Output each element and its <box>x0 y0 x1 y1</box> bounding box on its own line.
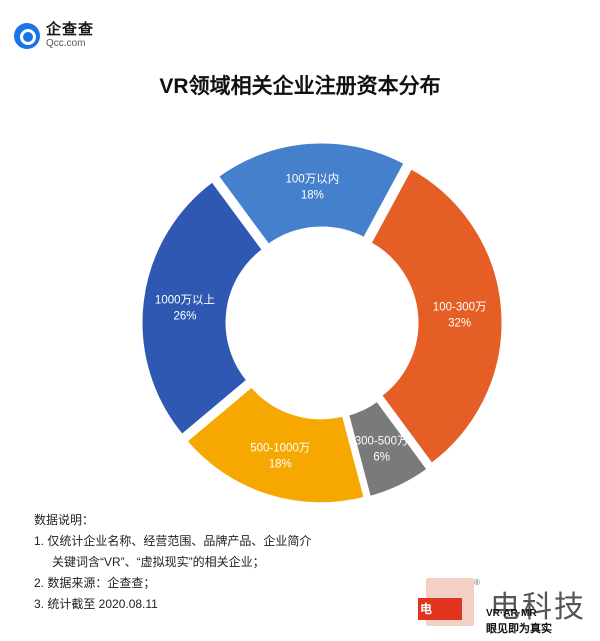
watermark-icon-text: 电 <box>420 602 433 616</box>
slice-4 <box>182 382 369 507</box>
slice-3 <box>344 396 432 501</box>
brand-name: 企查查 <box>46 21 95 38</box>
slice-2 <box>366 164 506 468</box>
chart-title: VR领域相关企业注册资本分布 <box>159 75 441 98</box>
notes-line-1b: 关键词含“VR”、“虚拟现实”的相关企业； <box>52 555 265 569</box>
notes-line-1: 1. 仅统计企业名称、经营范围、品牌产品、企业简介 <box>34 534 312 548</box>
slice-label-0: 1000万以上 <box>155 294 215 307</box>
notes-line-2: 2. 数据来源：企查查； <box>34 576 156 590</box>
watermark-tagline-2: 眼见即为真实 <box>486 623 552 635</box>
slice-1 <box>213 139 409 249</box>
watermark-brand: 电科技 <box>490 591 586 624</box>
slice-value-1: 18% <box>301 189 324 201</box>
watermark-registered-mark: ® <box>474 578 480 587</box>
brand-sub: Qcc.com <box>46 38 86 49</box>
notes-line-3: 3. 统计截至 2020.08.11 <box>34 597 158 611</box>
slice-value-2: 32% <box>448 317 471 329</box>
slice-value-4: 18% <box>269 459 292 471</box>
slice-label-2: 100-300万 <box>433 301 487 313</box>
notes-heading: 数据说明： <box>34 513 95 527</box>
slice-label-1: 100万以内 <box>286 171 340 185</box>
slice-0 <box>138 177 267 440</box>
qcc-logo-icon <box>14 22 40 49</box>
slice-label-3: 300-500万 <box>355 435 409 447</box>
watermark-red-bar <box>418 598 462 620</box>
qcc-logo: 企查查 Qcc.com <box>14 22 94 49</box>
slice-value-0: 26% <box>173 311 196 323</box>
slice-label-4: 500-1000万 <box>250 443 310 455</box>
slice-value-3: 6% <box>373 451 390 463</box>
watermark-logo: 电 ® 电科技 VR·AR·MR 眼见即为真实 <box>414 578 600 641</box>
watermark-tagline-1: VR·AR·MR <box>486 608 537 619</box>
data-notes: 数据说明： 1. 仅统计企业名称、经营范围、品牌产品、企业简介 关键词含“VR”… <box>34 510 311 615</box>
